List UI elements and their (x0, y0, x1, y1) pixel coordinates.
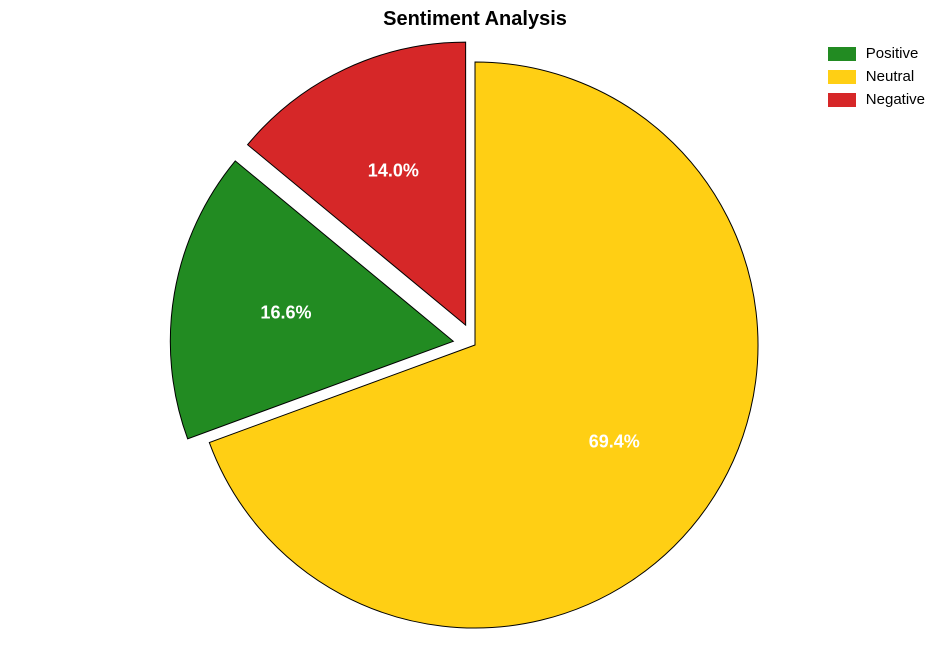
legend-item-negative: Negative (828, 91, 925, 108)
legend-item-neutral: Neutral (828, 68, 925, 85)
legend-label: Negative (866, 91, 925, 108)
chart-legend: Positive Neutral Negative (828, 45, 925, 114)
legend-label: Neutral (866, 68, 914, 85)
pie-chart (0, 0, 950, 662)
legend-item-positive: Positive (828, 45, 925, 62)
legend-swatch-negative (828, 93, 856, 107)
slice-label-negative: 14.0% (368, 161, 419, 182)
slice-label-neutral: 69.4% (589, 432, 640, 453)
legend-swatch-positive (828, 47, 856, 61)
legend-swatch-neutral (828, 70, 856, 84)
legend-label: Positive (866, 45, 919, 62)
slice-label-positive: 16.6% (260, 302, 311, 323)
